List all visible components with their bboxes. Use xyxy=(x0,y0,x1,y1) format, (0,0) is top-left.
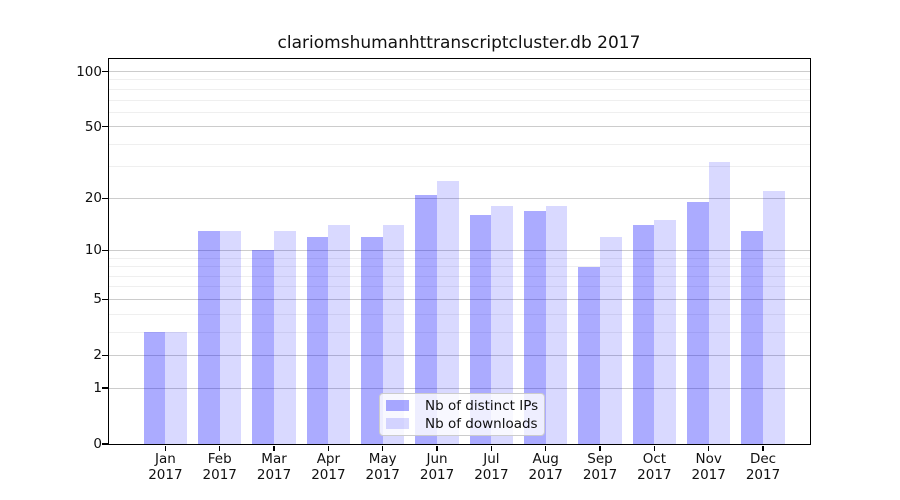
bar-distinct-ips xyxy=(469,215,492,444)
x-tick-label: May 2017 xyxy=(365,451,400,483)
y-tick-label: 2 xyxy=(93,347,102,364)
bar-downloads xyxy=(328,225,350,444)
bar-distinct-ips xyxy=(361,237,383,444)
gridline-major xyxy=(108,71,810,73)
gridline-major xyxy=(108,298,810,300)
x-tick-label: Dec 2017 xyxy=(745,451,781,483)
y-tick xyxy=(101,197,108,199)
y-tick xyxy=(101,126,108,128)
x-tick-label: Apr 2017 xyxy=(311,451,346,483)
gridline-minor xyxy=(108,257,810,259)
chart-title: clariomshumanhttranscriptcluster.db 2017 xyxy=(277,33,641,53)
gridline-minor xyxy=(108,286,810,288)
gridline-minor xyxy=(108,266,810,268)
x-tick xyxy=(273,445,275,451)
gridline-minor xyxy=(108,331,810,333)
y-tick xyxy=(101,298,108,301)
bar-downloads xyxy=(491,206,513,444)
legend-label-downloads: Nb of downloads xyxy=(425,415,538,432)
bar-distinct-ips xyxy=(524,210,546,444)
x-tick-label: Aug 2017 xyxy=(528,451,563,483)
gridline-minor xyxy=(108,111,810,113)
x-tick xyxy=(762,445,764,451)
x-tick-label: Sep 2017 xyxy=(582,451,618,483)
legend-swatch-distinct-ips xyxy=(386,400,409,411)
x-tick xyxy=(164,445,167,451)
bar-distinct-ips xyxy=(198,231,220,444)
x-tick-label: Jan 2017 xyxy=(148,451,183,483)
y-tick xyxy=(101,70,108,73)
gridline-major xyxy=(108,387,810,389)
bar-downloads xyxy=(219,231,242,444)
y-tick-label: 10 xyxy=(84,242,102,259)
y-tick xyxy=(101,249,108,252)
x-tick xyxy=(436,445,438,451)
y-tick-label: 100 xyxy=(76,63,102,80)
bar-distinct-ips xyxy=(143,332,166,444)
y-tick-label: 0 xyxy=(93,436,102,452)
gridline-major xyxy=(108,249,810,251)
x-tick xyxy=(653,445,656,451)
gridline-major xyxy=(108,126,810,128)
legend-item-distinct-ips: Nb of distinct IPs xyxy=(386,399,538,413)
y-tick xyxy=(101,354,108,357)
y-tick xyxy=(101,443,108,445)
gridline-major xyxy=(108,354,810,356)
x-tick-label: Nov 2017 xyxy=(691,451,726,483)
x-tick-label: Jul 2017 xyxy=(474,451,509,483)
x-tick-label: Oct 2017 xyxy=(637,451,672,483)
legend-label-distinct-ips: Nb of distinct IPs xyxy=(425,397,539,414)
bar-downloads xyxy=(708,161,731,444)
bar-downloads xyxy=(437,181,459,444)
gridline-minor xyxy=(108,313,810,315)
gridline-minor xyxy=(108,143,810,145)
x-tick xyxy=(382,445,384,451)
bar-distinct-ips xyxy=(687,202,709,444)
x-tick-label: Feb 2017 xyxy=(202,451,237,483)
gridline-major xyxy=(108,197,810,199)
legend-swatch-downloads xyxy=(386,418,409,429)
bar-downloads xyxy=(382,225,405,444)
x-tick xyxy=(545,445,547,451)
x-tick xyxy=(327,445,330,451)
bar-distinct-ips xyxy=(306,237,329,444)
bar-downloads xyxy=(545,206,568,444)
y-tick-label: 50 xyxy=(84,118,102,135)
gridline-minor xyxy=(108,99,810,101)
bar-downloads xyxy=(274,231,296,444)
x-tick xyxy=(708,445,710,451)
x-tick xyxy=(490,445,493,451)
x-tick-label: Jun 2017 xyxy=(419,451,455,483)
gridline-minor xyxy=(108,88,810,90)
y-tick-label: 5 xyxy=(93,291,102,308)
y-tick-label: 1 xyxy=(93,380,102,397)
y-tick-label: 20 xyxy=(84,190,102,207)
x-tick xyxy=(219,445,221,451)
bar-downloads xyxy=(165,332,187,444)
y-tick xyxy=(101,387,108,389)
bar-downloads xyxy=(763,190,785,444)
x-tick-label: Mar 2017 xyxy=(256,451,292,483)
bar-downloads xyxy=(654,220,676,444)
bar-distinct-ips xyxy=(632,225,655,444)
bar-distinct-ips xyxy=(578,266,601,444)
bar-downloads xyxy=(600,237,622,444)
legend: Nb of distinct IPs Nb of downloads xyxy=(379,393,545,436)
bar-distinct-ips xyxy=(741,231,764,444)
gridline-minor xyxy=(108,79,810,81)
legend-item-downloads: Nb of downloads xyxy=(386,417,538,431)
bar-distinct-ips xyxy=(415,194,438,444)
bar-distinct-ips xyxy=(252,250,275,444)
x-tick xyxy=(599,445,601,451)
gridline-minor xyxy=(108,275,810,277)
gridline-minor xyxy=(108,166,810,168)
